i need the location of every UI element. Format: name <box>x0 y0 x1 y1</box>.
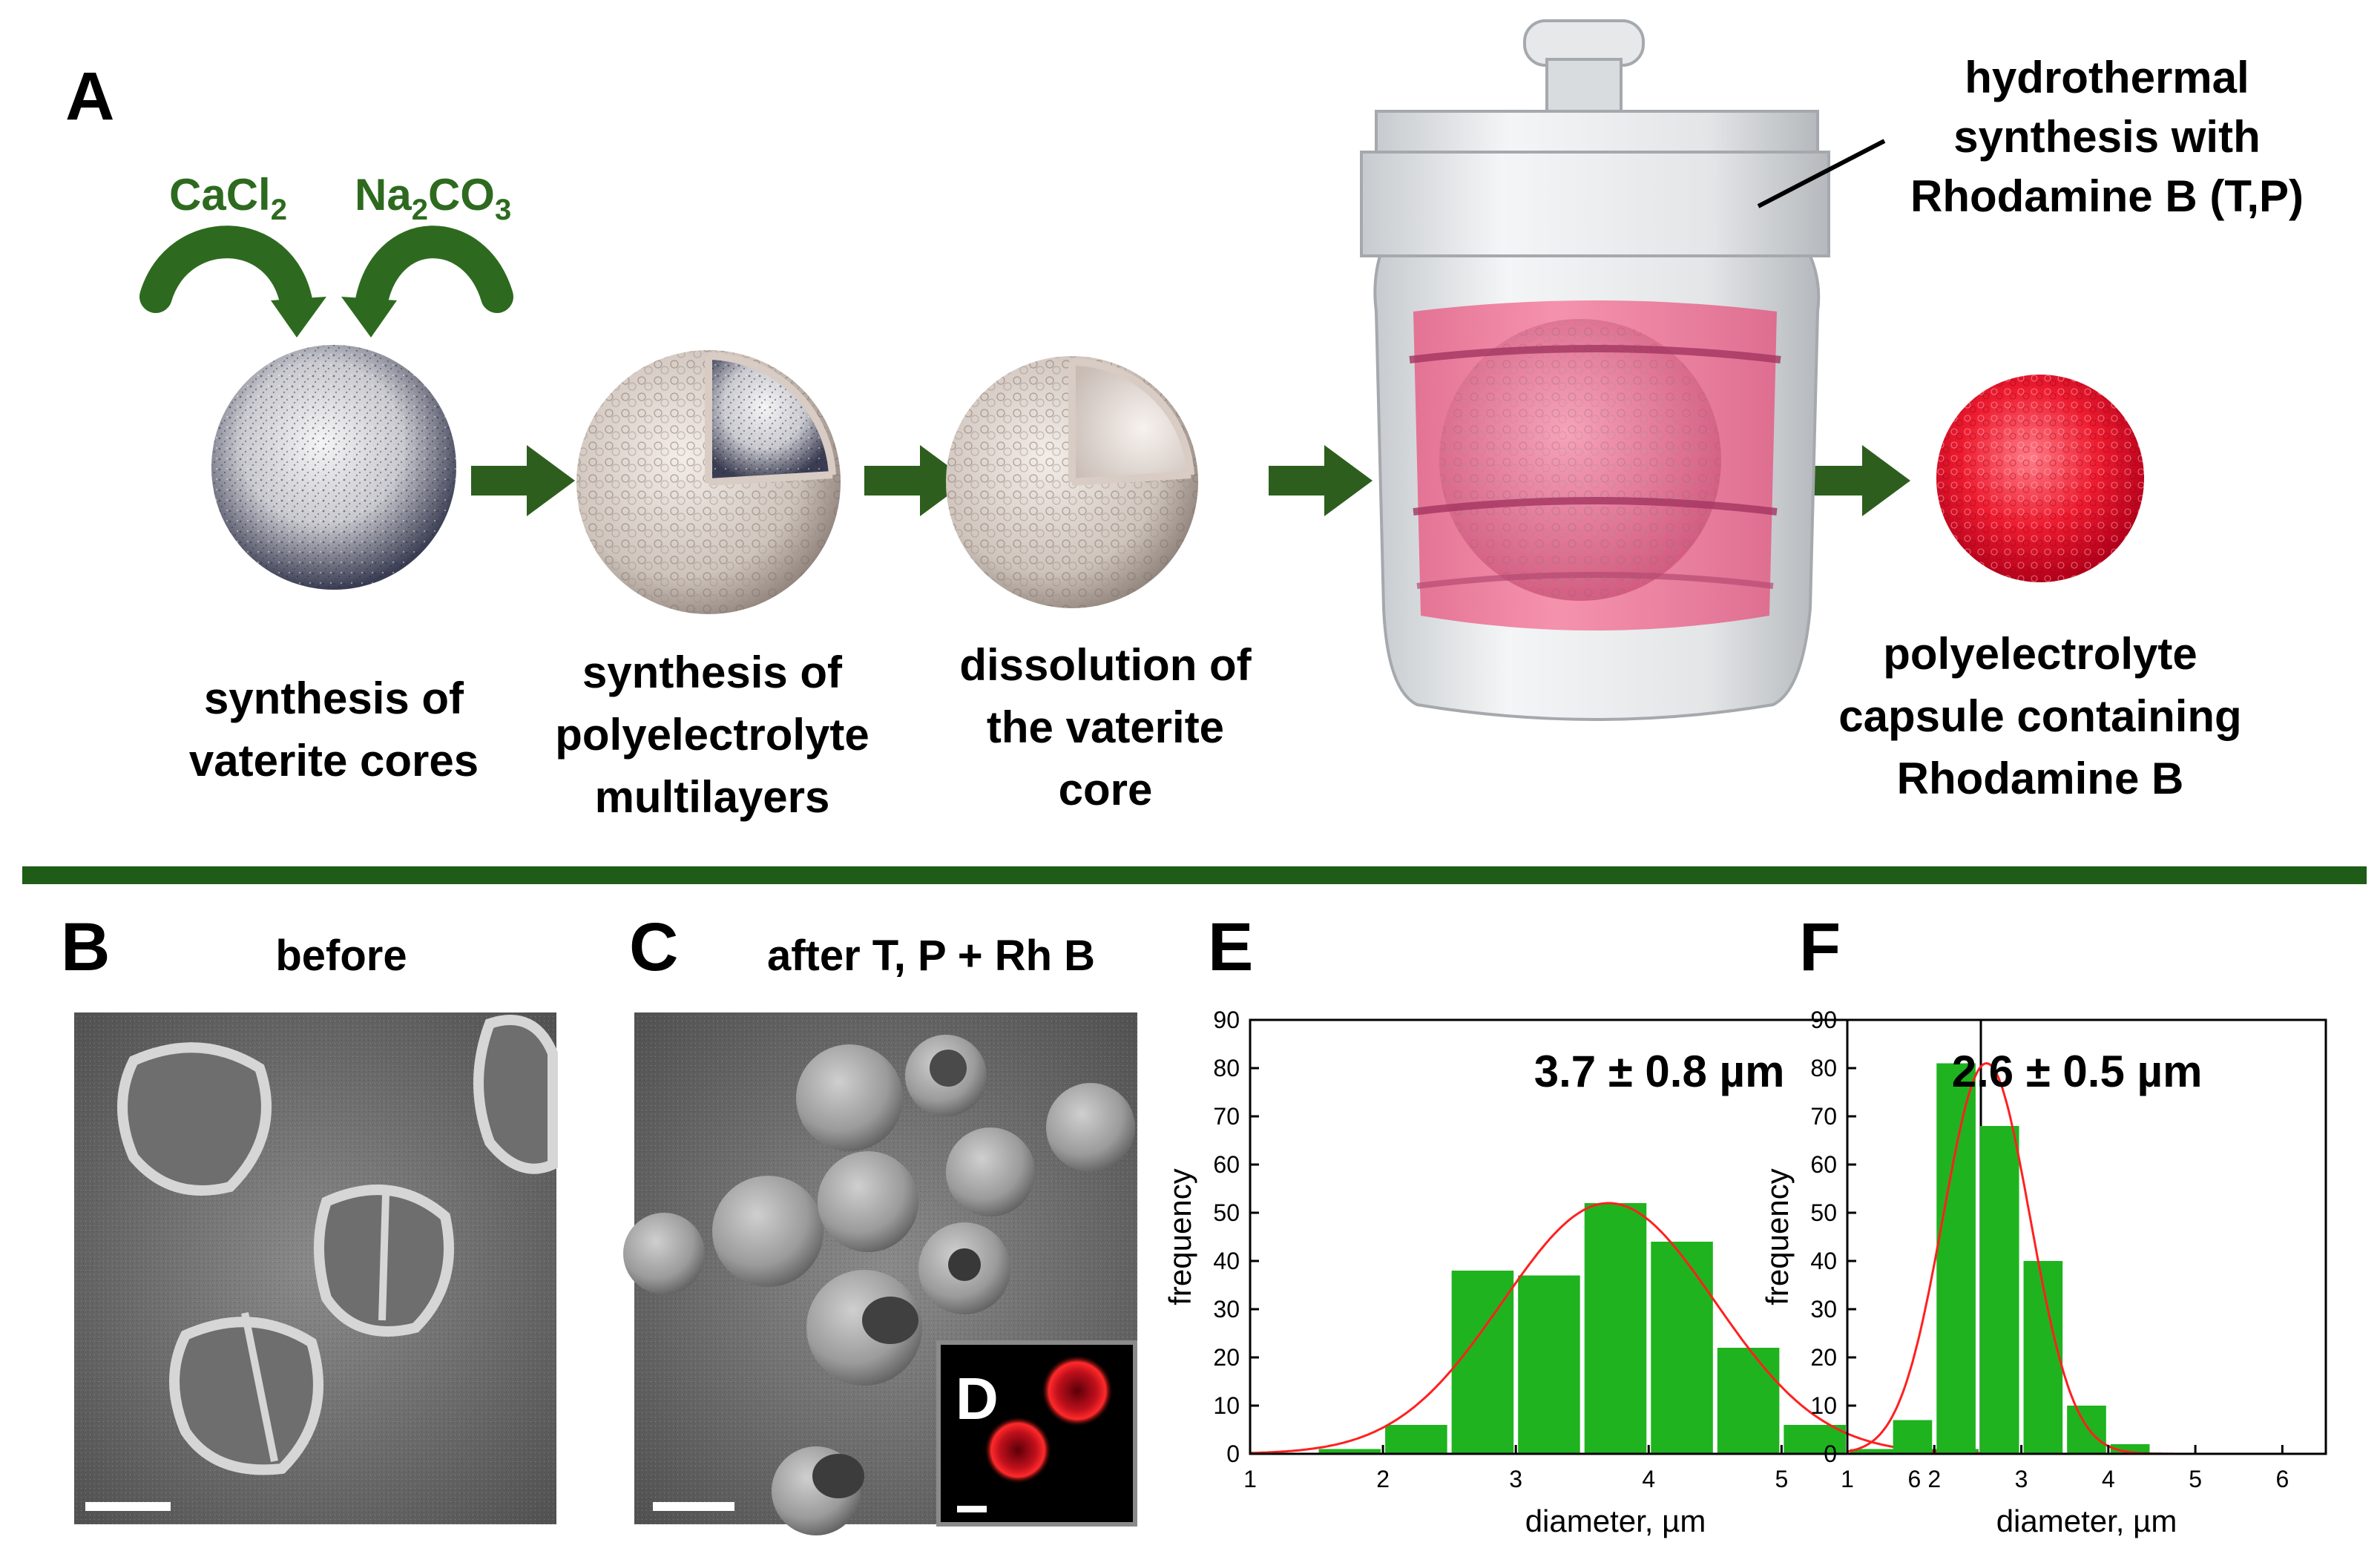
chf-bar-1 <box>1936 1063 1976 1454</box>
panel-label-b: B <box>61 909 111 985</box>
panel-label-a: A <box>65 59 115 134</box>
che-ytick-label-5: 50 <box>1213 1199 1240 1226</box>
step-caption-1: synthesis of vaterite cores <box>188 674 479 786</box>
sem-image-before <box>74 1012 558 1524</box>
step-caption-3: dissolution of the vaterite core <box>959 640 1252 814</box>
che-ytick-label-0: 0 <box>1226 1440 1240 1467</box>
chf-bar-0 <box>1893 1420 1933 1454</box>
reagent-cacl2: CaCl2 <box>169 170 287 226</box>
panel-label-c: C <box>629 909 679 985</box>
chf-ytick-label-6: 60 <box>1810 1151 1837 1178</box>
reagent-na2co3: Na2CO3 <box>355 170 512 226</box>
process-arrow-4 <box>1807 445 1910 516</box>
micrograph-title-c: after T, P + Rh B <box>766 932 1096 980</box>
chf-ytick-label-2: 20 <box>1810 1344 1837 1371</box>
che-fit-curve <box>1249 1202 1982 1455</box>
chf-bar-4 <box>2067 1406 2106 1454</box>
che-xtick-label-2: 3 <box>1509 1466 1522 1492</box>
scale-bar-c <box>653 1502 734 1511</box>
chf-xtick-label-3: 4 <box>2102 1466 2115 1492</box>
chf-ytick-label-5: 50 <box>1810 1199 1837 1226</box>
panel-label-d: D <box>956 1366 999 1432</box>
che-xtick-label-1: 2 <box>1376 1466 1390 1492</box>
panel-label-e: E <box>1208 909 1254 985</box>
che-ytick-label-6: 60 <box>1213 1151 1240 1178</box>
chf-ytick-label-7: 70 <box>1810 1103 1837 1130</box>
che-ytick-label-4: 40 <box>1213 1248 1240 1274</box>
process-arrow-3 <box>1269 445 1373 516</box>
vaterite-core-sphere <box>211 345 456 590</box>
chf-annotation: 2.6 ± 0.5 µm <box>1952 1047 2203 1096</box>
rhodamine-capsule-sphere <box>1936 375 2144 582</box>
micrograph-title-b: before <box>275 932 407 980</box>
chf-ytick-label-0: 0 <box>1824 1440 1837 1467</box>
process-arrow-2 <box>864 445 968 516</box>
che-ylabel: frequency <box>1163 1168 1197 1305</box>
section-divider <box>22 866 2367 884</box>
che-xtick-label-3: 4 <box>1642 1466 1655 1492</box>
chf-ytick-label-8: 80 <box>1810 1055 1837 1081</box>
chf-frame <box>1846 1018 2327 1455</box>
scale-bar-b <box>85 1502 171 1511</box>
che-ytick-label-3: 30 <box>1213 1296 1240 1323</box>
coated-core-sphere <box>576 350 841 614</box>
chf-ytick-label-1: 10 <box>1810 1392 1837 1419</box>
chf-xtick-label-1: 2 <box>1927 1466 1941 1492</box>
che-ytick-label-1: 10 <box>1213 1392 1240 1419</box>
hollow-shell-sphere <box>946 356 1198 608</box>
chf-xlabel: diameter, µm <box>1996 1504 2177 1538</box>
chf-ytick-label-9: 90 <box>1810 1007 1837 1033</box>
fluorescence-inset <box>936 1340 1137 1527</box>
che-xtick-label-4: 5 <box>1775 1466 1788 1492</box>
chf-xtick-label-2: 3 <box>2015 1466 2028 1492</box>
che-bar-6 <box>1717 1348 1780 1454</box>
scale-bar-d <box>957 1506 987 1512</box>
step-caption-2: synthesis of polyelectrolyte multilayers <box>555 648 870 822</box>
che-bar-5 <box>1651 1242 1713 1454</box>
che-ytick-label-9: 90 <box>1213 1007 1240 1033</box>
che-annotation: 3.7 ± 0.8 µm <box>1534 1047 1785 1096</box>
chf-ytick-label-4: 40 <box>1810 1248 1837 1274</box>
process-arrow-1 <box>471 445 575 516</box>
step-caption-4: polyelectrolyte capsule containing Rhoda… <box>1838 629 2242 803</box>
che-bar-7 <box>1784 1425 1846 1454</box>
che-xtick-label-0: 1 <box>1243 1466 1257 1492</box>
chf-fit-curve <box>1847 1061 2326 1455</box>
chf-xtick-label-0: 1 <box>1841 1466 1854 1492</box>
che-bar-1 <box>1385 1425 1447 1454</box>
autoclave-vessel <box>1360 19 1886 721</box>
che-bar-4 <box>1584 1203 1647 1454</box>
che-ytick-label-7: 70 <box>1213 1103 1240 1130</box>
chf-bar-3 <box>2023 1261 2063 1454</box>
reagent-arrow-right <box>341 225 513 337</box>
che-bar-8 <box>1850 1449 1913 1454</box>
che-xtick-label-5: 6 <box>1908 1466 1922 1492</box>
sem-image-after <box>623 1012 1137 1535</box>
chf-ytick-label-3: 30 <box>1810 1296 1837 1323</box>
panel-label-f: F <box>1799 909 1841 985</box>
chf-bar-2 <box>1979 1126 2019 1454</box>
che-ytick-label-8: 80 <box>1213 1055 1240 1081</box>
che-bar-0 <box>1318 1449 1381 1454</box>
reagent-arrow-left <box>139 225 326 337</box>
chf-ylabel: frequency <box>1760 1168 1795 1305</box>
che-ytick-label-2: 20 <box>1213 1344 1240 1371</box>
chf-xtick-label-5: 6 <box>2275 1466 2289 1492</box>
che-bar-3 <box>1518 1275 1580 1454</box>
chf-xtick-label-4: 5 <box>2189 1466 2202 1492</box>
che-xlabel: diameter, µm <box>1525 1504 1706 1538</box>
histogram-f: 0 10 20 30 40 50 60 70 80 90 1 2 3 4 5 6 diameter, µm fre… <box>1760 1007 2327 1538</box>
autoclave-label: hydrothermal synthesis with Rhodamine B … <box>1910 53 2304 221</box>
